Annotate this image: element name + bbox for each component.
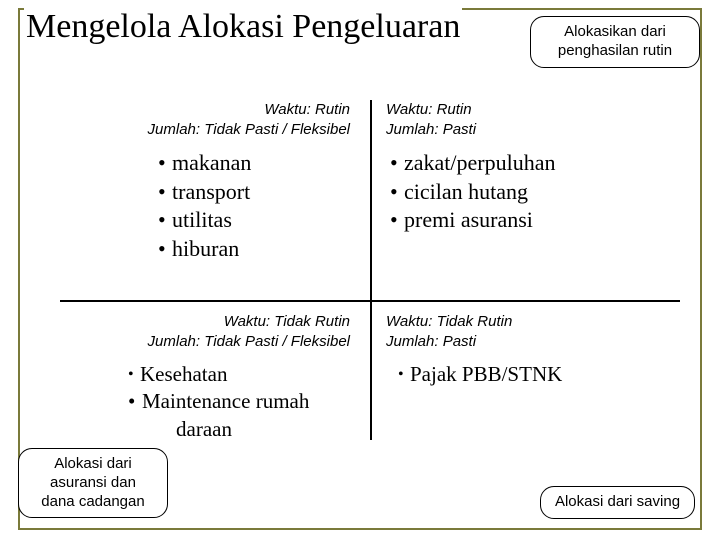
quadrant-list: •Pajak PBB/STNK (380, 361, 660, 388)
callout-line: Alokasikan dari (541, 23, 689, 42)
quadrant-list: •makanan •transport •utilitas •hiburan (80, 149, 360, 263)
list-item: •Maintenance rumah (128, 388, 360, 415)
quadrant-header: Waktu: Tidak Rutin Jumlah: Pasti (380, 312, 660, 351)
list-item: •utilitas (158, 206, 360, 235)
quadrant-top-right: Waktu: Rutin Jumlah: Pasti •zakat/perpul… (380, 100, 660, 235)
list-item: •premi asuransi (390, 206, 660, 235)
callout-bottom-right: Alokasi dari saving (540, 486, 695, 519)
header-line: Waktu: Rutin (386, 100, 660, 120)
header-line: Jumlah: Tidak Pasti / Fleksibel (80, 120, 350, 140)
list-item: •Kesehatan (128, 361, 360, 388)
quadrant-bottom-right: Waktu: Tidak Rutin Jumlah: Pasti •Pajak … (380, 312, 660, 388)
item-text: hiburan (172, 236, 239, 261)
list-item: •transport (158, 178, 360, 207)
callout-line: asuransi dan (29, 474, 157, 493)
header-line: Jumlah: Pasti (386, 120, 660, 140)
list-item: daraan (128, 416, 360, 443)
callout-bottom-left: Alokasi dari asuransi dan dana cadangan (18, 448, 168, 518)
callout-line: Alokasi dari saving (551, 493, 684, 512)
quadrant-header: Waktu: Rutin Jumlah: Tidak Pasti / Fleks… (80, 100, 360, 139)
header-line: Waktu: Rutin (80, 100, 350, 120)
header-line: Waktu: Tidak Rutin (386, 312, 660, 332)
slide-title: Mengelola Alokasi Pengeluaran (24, 8, 462, 46)
callout-line: Alokasi dari (29, 455, 157, 474)
quadrant-grid: Waktu: Rutin Jumlah: Tidak Pasti / Fleks… (80, 100, 660, 440)
callout-line: penghasilan rutin (541, 42, 689, 61)
list-item: •Pajak PBB/STNK (398, 361, 660, 388)
callout-top-right: Alokasikan dari penghasilan rutin (530, 16, 700, 68)
item-text: zakat/perpuluhan (404, 150, 556, 175)
quadrant-list: •zakat/perpuluhan •cicilan hutang •premi… (380, 149, 660, 235)
vertical-divider (370, 100, 372, 440)
horizontal-divider (60, 300, 680, 302)
item-text: transport (172, 179, 250, 204)
item-text: utilitas (172, 207, 232, 232)
item-text: makanan (172, 150, 251, 175)
list-item: •cicilan hutang (390, 178, 660, 207)
item-text: daraan (176, 417, 232, 441)
list-item: •hiburan (158, 235, 360, 264)
quadrant-bottom-left: Waktu: Tidak Rutin Jumlah: Tidak Pasti /… (80, 312, 360, 443)
quadrant-header: Waktu: Tidak Rutin Jumlah: Tidak Pasti /… (80, 312, 360, 351)
header-line: Jumlah: Pasti (386, 332, 660, 352)
item-text: Maintenance rumah (142, 389, 309, 413)
quadrant-list: •Kesehatan •Maintenance rumah daraan (80, 361, 360, 443)
list-item: •zakat/perpuluhan (390, 149, 660, 178)
item-text: Pajak PBB/STNK (410, 362, 562, 386)
item-text: cicilan hutang (404, 179, 528, 204)
item-text: Kesehatan (140, 362, 227, 386)
callout-line: dana cadangan (29, 493, 157, 512)
item-text: premi asuransi (404, 207, 533, 232)
quadrant-top-left: Waktu: Rutin Jumlah: Tidak Pasti / Fleks… (80, 100, 360, 263)
list-item: •makanan (158, 149, 360, 178)
header-line: Jumlah: Tidak Pasti / Fleksibel (80, 332, 350, 352)
quadrant-header: Waktu: Rutin Jumlah: Pasti (380, 100, 660, 139)
header-line: Waktu: Tidak Rutin (80, 312, 350, 332)
